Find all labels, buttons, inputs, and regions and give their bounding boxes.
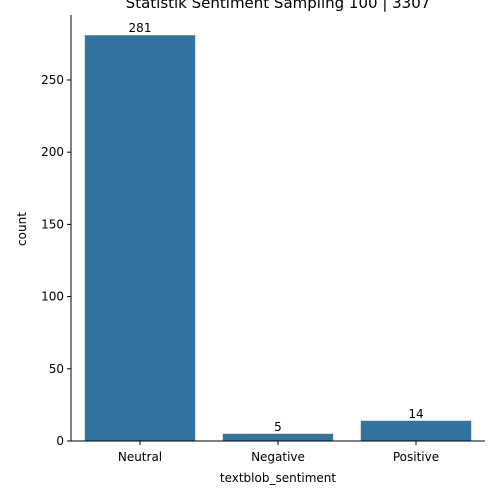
y-tick-label: 200 bbox=[41, 145, 64, 159]
bars-group bbox=[85, 35, 471, 441]
x-tick-label: Negative bbox=[251, 450, 305, 464]
x-tick-label: Neutral bbox=[118, 450, 162, 464]
y-axis-label: count bbox=[15, 212, 29, 246]
x-axis: Neutral Negative Positive bbox=[71, 441, 485, 464]
x-axis-label: textblob_sentiment bbox=[220, 471, 337, 485]
bar-neutral bbox=[85, 35, 195, 441]
y-tick-label: 0 bbox=[56, 434, 64, 448]
y-tick-label: 150 bbox=[41, 217, 64, 231]
bar-positive bbox=[361, 421, 471, 441]
y-tick-label: 100 bbox=[41, 290, 64, 304]
bar-negative bbox=[223, 434, 333, 441]
data-label-positive: 14 bbox=[408, 407, 423, 421]
data-label-negative: 5 bbox=[274, 420, 282, 434]
y-axis: 0 50 100 150 200 250 bbox=[41, 15, 71, 448]
y-tick-label: 50 bbox=[49, 362, 64, 376]
chart-title: Statistik Sentiment Sampling 100 | 3307 bbox=[126, 0, 431, 12]
x-tick-label: Positive bbox=[393, 450, 439, 464]
data-label-neutral: 281 bbox=[129, 21, 152, 35]
y-tick-label: 250 bbox=[41, 73, 64, 87]
